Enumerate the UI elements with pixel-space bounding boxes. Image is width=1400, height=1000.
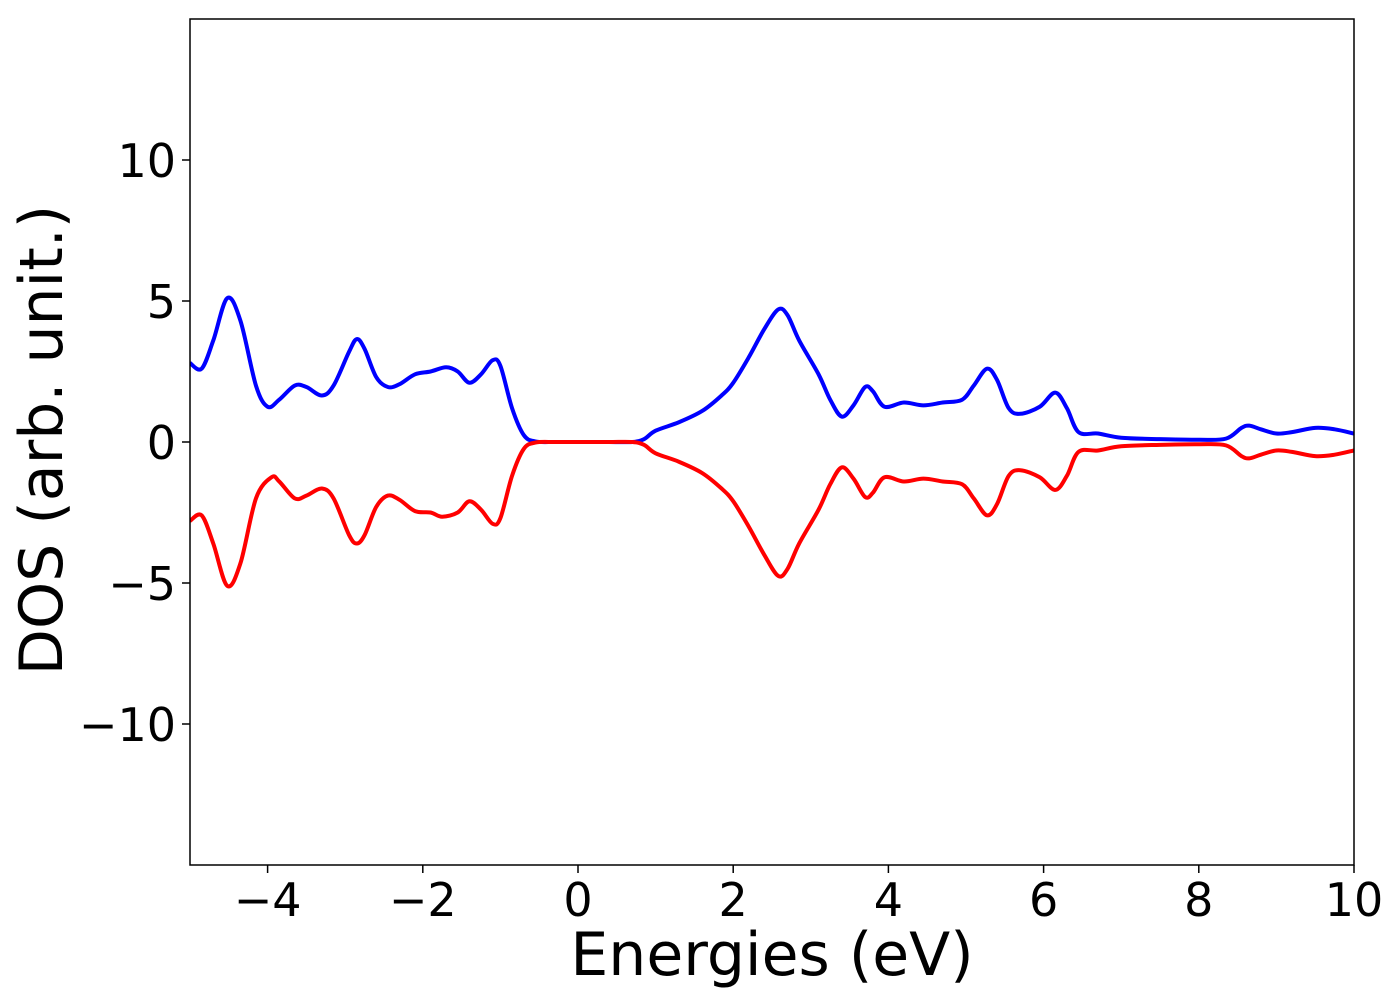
series-line-blue (190, 295, 1354, 445)
y-tick-label: 0 (147, 416, 176, 470)
plot-area (190, 295, 1354, 589)
y-tick-label: 10 (117, 134, 176, 188)
x-tick-label: −2 (389, 873, 457, 927)
x-tick-label: 0 (563, 873, 592, 927)
y-tick-label: 5 (147, 275, 176, 329)
x-tick-label: 2 (719, 873, 748, 927)
x-tick-label: 6 (1029, 873, 1058, 927)
x-axis-ticks: −4 −2 0 2 4 6 8 10 (234, 865, 1384, 927)
series-line-red (190, 439, 1354, 589)
y-axis-title: DOS (arb. unit.) (7, 205, 77, 675)
x-tick-label: −4 (234, 873, 302, 927)
x-tick-label: 10 (1325, 873, 1384, 927)
x-tick-label: 4 (874, 873, 903, 927)
y-tick-label: −5 (108, 557, 176, 611)
x-tick-label: 8 (1184, 873, 1213, 927)
y-axis-ticks: −10 −5 0 5 10 (79, 134, 190, 752)
x-axis-title: Energies (eV) (570, 920, 973, 990)
y-tick-label: −10 (79, 698, 176, 752)
